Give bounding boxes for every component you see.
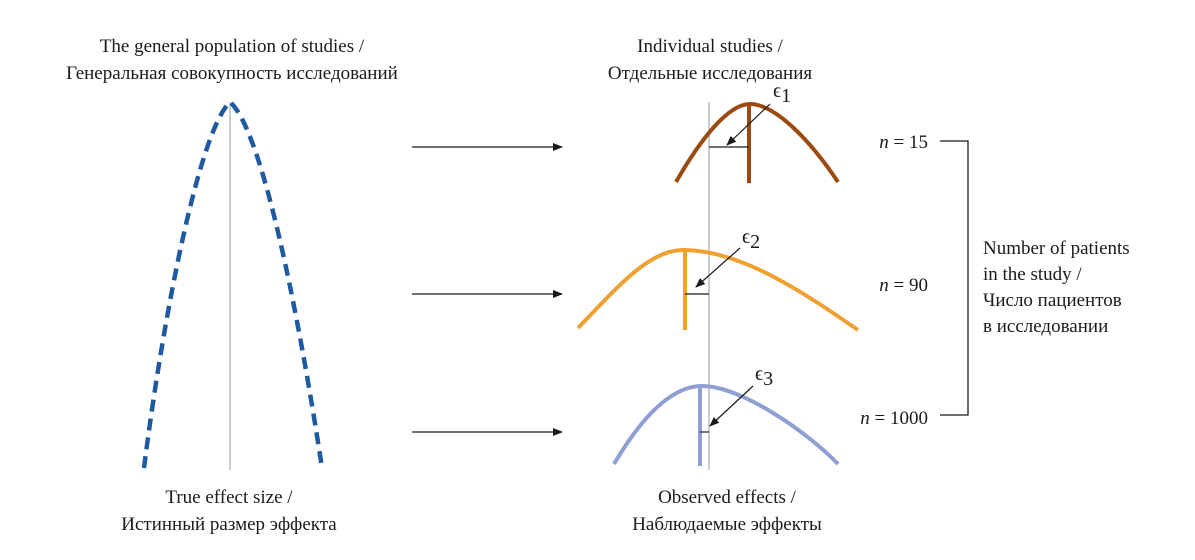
sample-size-1-label: n = 15 — [879, 132, 928, 153]
sample-size-bracket — [940, 140, 969, 416]
studies-title-en: Individual studies / — [637, 36, 783, 57]
observed-effects-label-en: Observed effects / — [658, 487, 797, 508]
study-3-error-pointer — [709, 385, 754, 427]
observed-effects-label-ru: Наблюдаемые эффекты — [632, 514, 822, 535]
true-effect-label-en: True effect size / — [165, 487, 293, 508]
true-effect-label-ru: Истинный размер эффекта — [121, 514, 337, 535]
sample-size-3-label: n = 1000 — [860, 408, 928, 429]
patients-label-line-2: in the study / — [983, 264, 1082, 285]
population-distribution-curve — [141, 98, 325, 469]
sample-size-2-label: n = 90 — [879, 275, 928, 296]
study-1-error-pointer — [726, 103, 771, 146]
patients-label-line-4: в исследовании — [983, 316, 1108, 337]
study-2-error-pointer — [695, 247, 741, 288]
population-title-en: The general population of studies / — [100, 36, 365, 57]
patients-label-line-1: Number of patients — [983, 238, 1130, 259]
studies-title-ru: Отдельные исследования — [608, 63, 812, 84]
study-3-curve — [612, 383, 840, 466]
epsilon-2-label: ϵ2 — [742, 226, 760, 253]
patients-label-line-3: Число пациентов — [983, 290, 1122, 311]
epsilon-1-label: ϵ1 — [773, 80, 791, 107]
study-2-curve — [576, 247, 860, 332]
epsilon-3-label: ϵ3 — [755, 363, 773, 390]
population-title-ru: Генеральная совокупность исследований — [66, 63, 398, 84]
